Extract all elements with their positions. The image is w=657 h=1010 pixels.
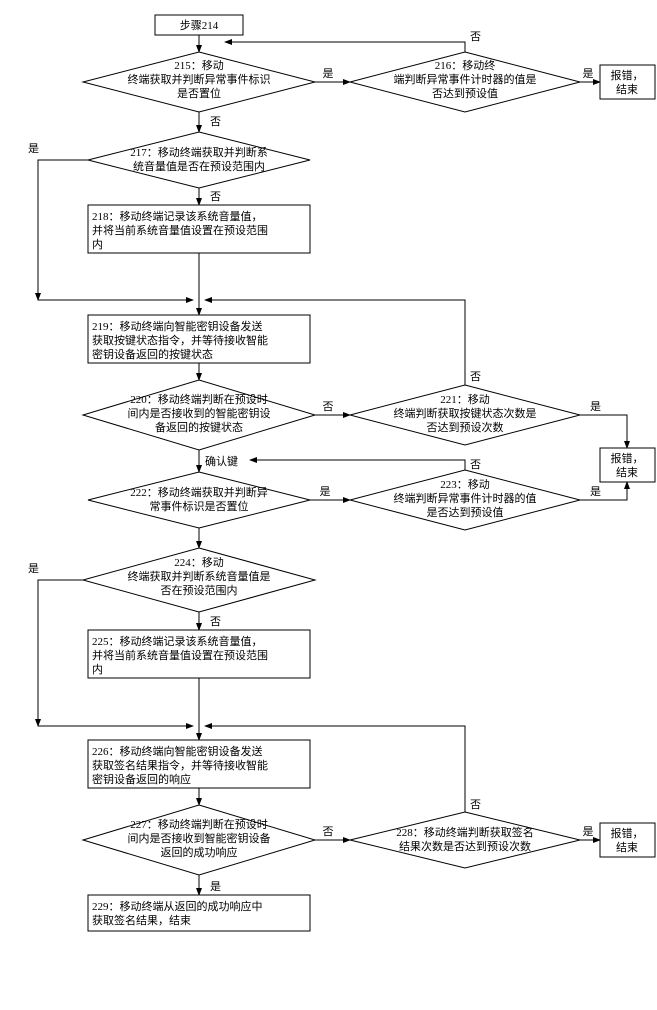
svg-text:是: 是 — [590, 485, 601, 498]
svg-text:并将当前系统音量值设置在预设范围: 并将当前系统音量值设置在预设范围 — [92, 648, 268, 662]
svg-text:是否置位: 是否置位 — [177, 86, 221, 100]
svg-text:报错，: 报错， — [611, 451, 644, 465]
svg-text:备返回的按键状态: 备返回的按键状态 — [155, 420, 243, 434]
svg-text:确认键: 确认键 — [205, 454, 238, 468]
svg-text:225：移动终端记录该系统音量值，: 225：移动终端记录该系统音量值， — [92, 634, 263, 648]
svg-text:是: 是 — [28, 562, 39, 575]
svg-text:226：移动终端向智能密钥设备发送: 226：移动终端向智能密钥设备发送 — [92, 744, 263, 758]
svg-text:端判断异常事件计时器的值是: 端判断异常事件计时器的值是 — [394, 72, 537, 86]
svg-text:否: 否 — [210, 191, 221, 203]
svg-text:密钥设备返回的按键状态: 密钥设备返回的按键状态 — [92, 347, 213, 361]
svg-text:结束: 结束 — [616, 466, 638, 479]
node-228 — [350, 812, 580, 868]
svg-text:统音量值是否在预设范围内: 统音量值是否在预设范围内 — [133, 159, 265, 173]
svg-text:结束: 结束 — [616, 83, 638, 96]
svg-text:否: 否 — [210, 616, 221, 628]
svg-text:密钥设备返回的响应: 密钥设备返回的响应 — [92, 772, 191, 786]
svg-text:219：移动终端向智能密钥设备发送: 219：移动终端向智能密钥设备发送 — [92, 319, 263, 333]
svg-text:终端判断异常事件计时器的值: 终端判断异常事件计时器的值 — [394, 491, 537, 505]
svg-text:221：移动: 221：移动 — [440, 393, 490, 406]
svg-text:否: 否 — [470, 459, 481, 471]
svg-text:是: 是 — [583, 825, 594, 838]
svg-text:223：移动: 223：移动 — [440, 478, 490, 491]
node-222 — [88, 472, 310, 528]
svg-text:229：移动终端从返回的成功响应中: 229：移动终端从返回的成功响应中 — [92, 899, 263, 913]
svg-text:是: 是 — [320, 485, 331, 498]
svg-text:是: 是 — [323, 67, 334, 80]
svg-text:否: 否 — [470, 371, 481, 383]
svg-text:是否达到预设值: 是否达到预设值 — [427, 506, 504, 519]
svg-text:否在预设范围内: 否在预设范围内 — [161, 583, 238, 597]
svg-text:否: 否 — [470, 31, 481, 43]
svg-text:报错，: 报错， — [611, 68, 644, 82]
svg-text:是: 是 — [583, 67, 594, 80]
svg-text:内: 内 — [92, 662, 103, 676]
svg-text:终端判断获取按键状态次数是: 终端判断获取按键状态次数是 — [394, 406, 537, 420]
svg-text:间内是否接收到智能密钥设备: 间内是否接收到智能密钥设备 — [128, 831, 271, 845]
svg-text:否: 否 — [323, 401, 334, 413]
svg-text:227：移动终端判断在预设时: 227：移动终端判断在预设时 — [130, 817, 268, 831]
svg-text:结果次数是否达到预设次数: 结果次数是否达到预设次数 — [399, 839, 531, 853]
node-217 — [88, 132, 310, 188]
svg-text:内: 内 — [92, 237, 103, 251]
svg-text:获取签名结果，结束: 获取签名结果，结束 — [92, 913, 191, 927]
svg-text:222：移动终端获取并判断异: 222：移动终端获取并判断异 — [130, 485, 268, 499]
svg-text:228：移动终端判断获取签名: 228：移动终端判断获取签名 — [396, 825, 534, 839]
svg-text:常事件标识是否置位: 常事件标识是否置位 — [150, 499, 249, 513]
node-214-text: 步骤214 — [180, 19, 219, 32]
svg-text:否: 否 — [323, 826, 334, 838]
svg-text:215：移动: 215：移动 — [174, 59, 224, 72]
svg-text:终端获取并判断系统音量值是: 终端获取并判断系统音量值是 — [128, 569, 271, 583]
svg-text:获取签名结果指令，并等待接收智能: 获取签名结果指令，并等待接收智能 — [92, 758, 268, 772]
svg-text:218：移动终端记录该系统音量值，: 218：移动终端记录该系统音量值， — [92, 209, 263, 223]
svg-text:终端获取并判断异常事件标识: 终端获取并判断异常事件标识 — [128, 72, 271, 86]
svg-text:否: 否 — [470, 799, 481, 811]
svg-text:间内是否接收到的智能密钥设: 间内是否接收到的智能密钥设 — [128, 406, 271, 420]
svg-text:是: 是 — [28, 142, 39, 155]
svg-text:否: 否 — [210, 116, 221, 128]
svg-text:返回的成功响应: 返回的成功响应 — [161, 845, 238, 859]
svg-text:224：移动: 224：移动 — [174, 556, 224, 569]
svg-text:并将当前系统音量值设置在预设范围: 并将当前系统音量值设置在预设范围 — [92, 223, 268, 237]
svg-text:220：移动终端判断在预设时: 220：移动终端判断在预设时 — [130, 392, 268, 406]
svg-text:是: 是 — [210, 880, 221, 893]
svg-text:获取按键状态指令，并等待接收智能: 获取按键状态指令，并等待接收智能 — [92, 333, 268, 347]
svg-text:结束: 结束 — [616, 841, 638, 854]
svg-text:216：移动终: 216：移动终 — [435, 58, 496, 72]
svg-text:217：移动终端获取并判断系: 217：移动终端获取并判断系 — [130, 145, 268, 159]
svg-text:否达到预设次数: 否达到预设次数 — [427, 420, 504, 434]
flowchart-canvas: 步骤214 215：移动 终端获取并判断异常事件标识 是否置位 是 216：移动… — [10, 10, 657, 1000]
svg-text:报错，: 报错， — [611, 826, 644, 840]
svg-text:否达到预设值: 否达到预设值 — [432, 87, 498, 100]
svg-text:是: 是 — [590, 400, 601, 413]
